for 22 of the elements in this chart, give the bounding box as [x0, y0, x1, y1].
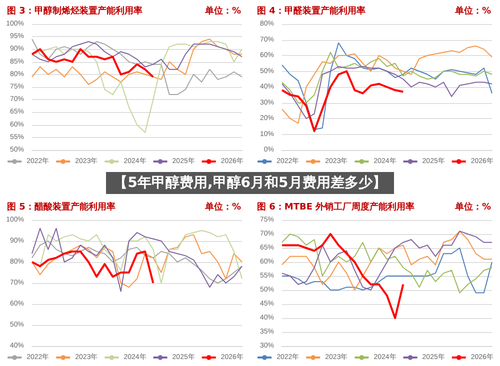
line-series: [282, 52, 492, 104]
line-series: [32, 240, 242, 284]
chart-subtitle: 单位：%: [204, 6, 242, 16]
line-series: [282, 66, 492, 119]
chart-title: 图 4：甲醛装置产能利用率: [257, 6, 366, 16]
line-series: [282, 248, 492, 294]
chart-title: 图 3：甲醇制烯烃装置产能利用率: [7, 6, 142, 16]
line-series: [32, 228, 242, 292]
chart-subtitle: 单位：%: [454, 202, 492, 212]
line-series: [32, 41, 242, 133]
line-series: [281, 70, 404, 132]
chart-subtitle: 单位：%: [454, 6, 492, 16]
chart-title: 图 6：MTBE 外销工厂周度产能利用率: [257, 202, 415, 212]
line-series: [32, 38, 242, 85]
line-series: [31, 48, 154, 78]
line-series: [32, 41, 242, 70]
text: 【5年甲醇费用,甲醇6月和5月费用差多少】: [106, 172, 394, 194]
line-series: [31, 250, 154, 284]
chart-subtitle: 单位：%: [204, 202, 242, 212]
line-series: [281, 233, 404, 319]
chart-title: 图 5：醋酸装置产能利用率: [7, 202, 116, 212]
line-series: [32, 38, 242, 96]
